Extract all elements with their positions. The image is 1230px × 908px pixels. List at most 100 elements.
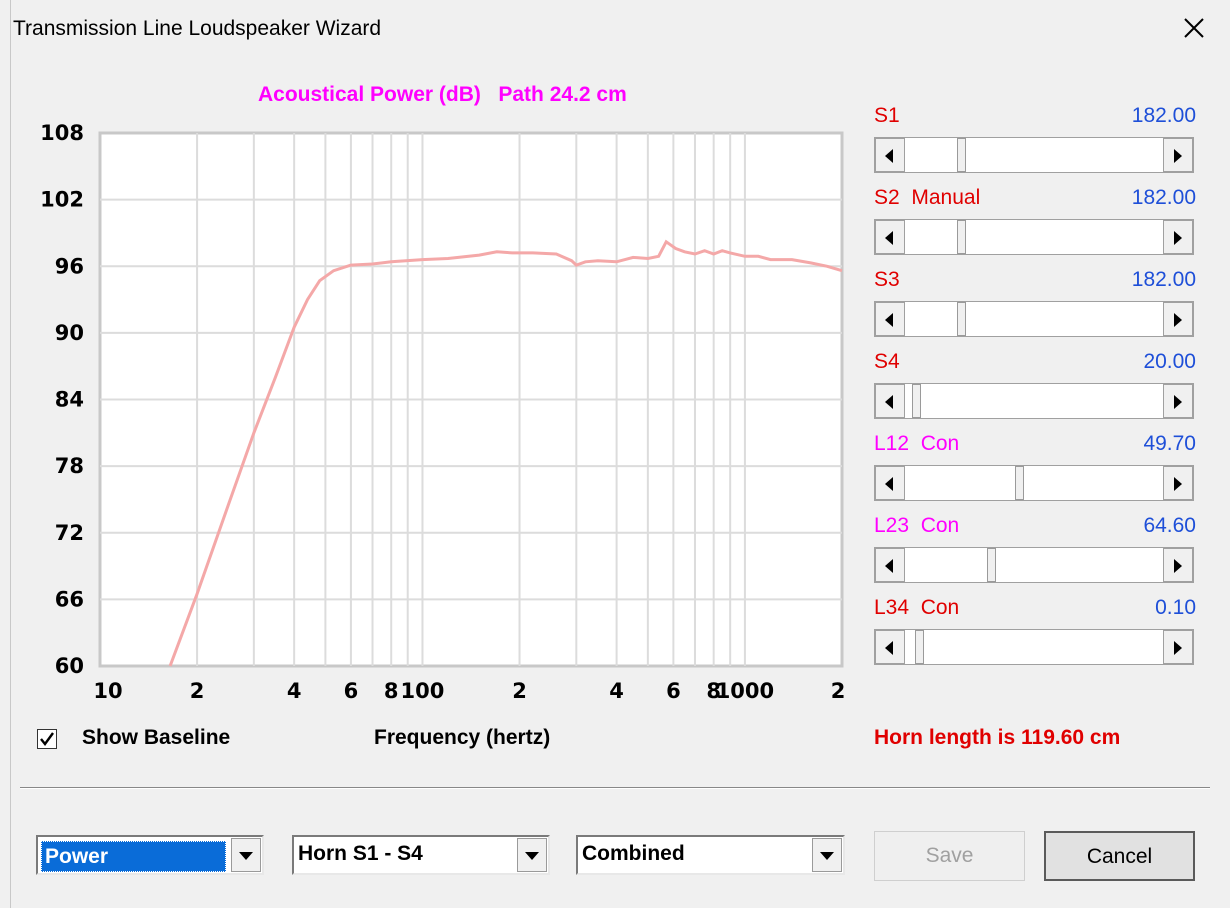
close-icon[interactable] (1180, 14, 1208, 42)
scrollbar-thumb[interactable] (1015, 466, 1024, 500)
slider-1: S2 Manual 182.00 (874, 186, 1196, 255)
x-tick-label: 4 (609, 679, 624, 703)
slider-label: S2 Manual (874, 186, 981, 209)
scrollbar-thumb[interactable] (912, 384, 921, 418)
slider-value: 20.00 (1143, 350, 1196, 373)
horn-dropdown-value: Horn S1 - S4 (298, 842, 423, 865)
scrollbar[interactable] (874, 465, 1194, 501)
scrollbar-track[interactable] (905, 220, 1163, 254)
chevron-down-icon[interactable] (812, 838, 842, 872)
slider-6: L34 Con 0.10 (874, 596, 1196, 665)
scroll-right-arrow-icon[interactable] (1163, 302, 1193, 336)
scrollbar-thumb[interactable] (957, 302, 966, 336)
scroll-left-arrow-icon[interactable] (875, 384, 905, 418)
slider-value: 182.00 (1131, 186, 1196, 209)
x-axis-label: Frequency (hertz) (374, 726, 551, 749)
slider-value: 0.10 (1155, 596, 1196, 619)
scroll-right-arrow-icon[interactable] (1163, 138, 1193, 172)
slider-5: L23 Con 64.60 (874, 514, 1196, 583)
y-tick-label: 84 (55, 388, 84, 412)
title-bar: Transmission Line Loudspeaker Wizard (0, 0, 1230, 62)
chevron-down-icon[interactable] (517, 838, 547, 872)
x-tick-label: 100 (401, 679, 445, 703)
combine-dropdown[interactable]: Combined (576, 835, 845, 875)
x-tick-label: 1000 (716, 679, 774, 703)
y-tick-label: 90 (55, 321, 84, 345)
save-button[interactable]: Save (874, 831, 1025, 881)
scrollbar[interactable] (874, 219, 1194, 255)
scrollbar-thumb[interactable] (915, 630, 924, 664)
scrollbar-track[interactable] (905, 466, 1163, 500)
slider-value: 182.00 (1131, 268, 1196, 291)
scroll-left-arrow-icon[interactable] (875, 630, 905, 664)
slider-2: S3 182.00 (874, 268, 1196, 337)
scroll-right-arrow-icon[interactable] (1163, 630, 1193, 664)
scrollbar-track[interactable] (905, 302, 1163, 336)
scroll-left-arrow-icon[interactable] (875, 302, 905, 336)
slider-value: 49.70 (1143, 432, 1196, 455)
scroll-right-arrow-icon[interactable] (1163, 548, 1193, 582)
scroll-left-arrow-icon[interactable] (875, 466, 905, 500)
x-tick-label: 8 (384, 679, 399, 703)
scroll-right-arrow-icon[interactable] (1163, 220, 1193, 254)
slider-label: L12 Con (874, 432, 960, 455)
mode-dropdown[interactable]: Power (36, 835, 264, 875)
chart-title: Acoustical Power (dB) Path 24.2 cm (258, 83, 627, 106)
mode-dropdown-value: Power (41, 841, 226, 872)
horn-dropdown[interactable]: Horn S1 - S4 (292, 835, 550, 875)
slider-value: 182.00 (1131, 104, 1196, 127)
scroll-right-arrow-icon[interactable] (1163, 384, 1193, 418)
slider-label: S1 (874, 104, 900, 127)
scrollbar-thumb[interactable] (957, 220, 966, 254)
combine-dropdown-value: Combined (582, 842, 685, 865)
scroll-right-arrow-icon[interactable] (1163, 466, 1193, 500)
slider-0: S1 182.00 (874, 104, 1196, 173)
x-tick-label: 4 (287, 679, 302, 703)
y-tick-label: 96 (55, 254, 84, 278)
scrollbar[interactable] (874, 629, 1194, 665)
separator (20, 787, 1210, 789)
scrollbar[interactable] (874, 547, 1194, 583)
cancel-button[interactable]: Cancel (1044, 831, 1195, 881)
y-tick-label: 72 (55, 521, 84, 545)
scroll-left-arrow-icon[interactable] (875, 138, 905, 172)
show-baseline-label: Show Baseline (82, 726, 231, 749)
scrollbar[interactable] (874, 301, 1194, 337)
slider-value: 64.60 (1143, 514, 1196, 537)
window-title: Transmission Line Loudspeaker Wizard (13, 17, 382, 40)
x-tick-label: 6 (666, 679, 681, 703)
x-tick-label: 2 (190, 679, 205, 703)
scrollbar[interactable] (874, 137, 1194, 173)
slider-label: S4 (874, 350, 900, 373)
x-tick-label: 2 (512, 679, 527, 703)
scrollbar-thumb[interactable] (987, 548, 996, 582)
scrollbar[interactable] (874, 383, 1194, 419)
slider-label: S3 (874, 268, 900, 291)
slider-label: L34 Con (874, 596, 960, 619)
y-tick-label: 108 (40, 121, 84, 145)
scrollbar-track[interactable] (905, 630, 1163, 664)
scroll-left-arrow-icon[interactable] (875, 548, 905, 582)
checkmark-icon (40, 732, 54, 746)
power-curve (168, 239, 843, 667)
scroll-left-arrow-icon[interactable] (875, 220, 905, 254)
y-tick-label: 78 (55, 454, 84, 478)
window-left-edge (0, 0, 11, 908)
scrollbar-track[interactable] (905, 384, 1163, 418)
chevron-down-icon[interactable] (231, 838, 261, 872)
x-tick-label: 2 (831, 679, 846, 703)
scrollbar-track[interactable] (905, 548, 1163, 582)
scrollbar-track[interactable] (905, 138, 1163, 172)
horn-length-text: Horn length is 119.60 cm (874, 726, 1121, 749)
x-tick-label: 10 (93, 679, 122, 703)
slider-4: L12 Con 49.70 (874, 432, 1196, 501)
x-tick-label: 6 (344, 679, 359, 703)
scrollbar-thumb[interactable] (957, 138, 966, 172)
y-tick-label: 60 (55, 654, 84, 678)
y-tick-label: 66 (55, 587, 84, 611)
show-baseline-checkbox[interactable] (37, 729, 57, 749)
slider-3: S4 20.00 (874, 350, 1196, 419)
x-tick-label: 8 (706, 679, 721, 703)
y-tick-label: 102 (40, 188, 84, 212)
